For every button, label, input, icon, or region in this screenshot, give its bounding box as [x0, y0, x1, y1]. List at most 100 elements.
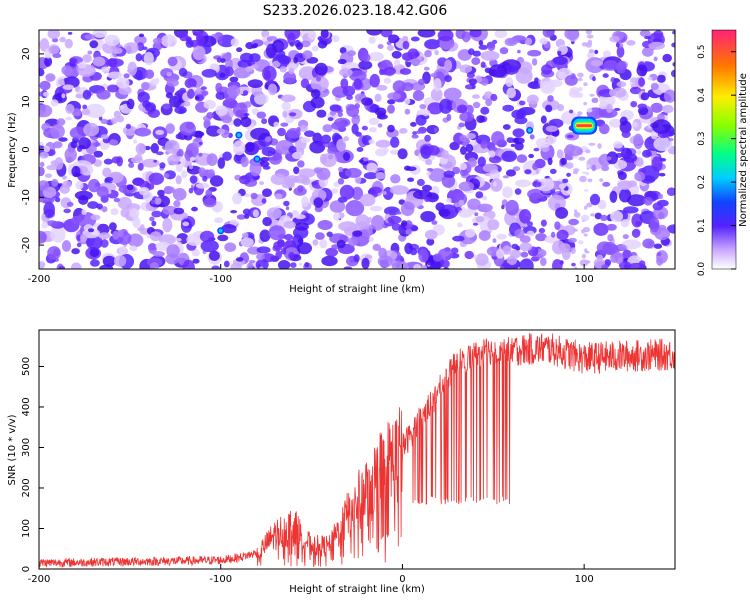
heatmap-cell — [90, 259, 100, 267]
heatmap-cell — [247, 79, 263, 88]
y-tick-label: -10 — [21, 189, 32, 205]
heatmap-cell — [375, 139, 391, 148]
heatmap-cell — [280, 94, 296, 103]
heatmap-cell — [459, 111, 475, 122]
heatmap-cell — [505, 199, 519, 216]
heatmap-cell — [590, 213, 595, 217]
heatmap-cell — [410, 36, 420, 42]
x-tick-label: 0 — [399, 574, 405, 585]
heatmap-cell — [581, 253, 587, 259]
heatmap-cell — [424, 196, 431, 202]
heatmap-cell — [39, 161, 45, 167]
heatmap-cell — [425, 159, 433, 166]
heatmap-cell — [512, 128, 525, 138]
heatmap-cell — [275, 250, 283, 260]
heatmap-cell — [240, 237, 254, 248]
heatmap-cell — [264, 136, 272, 143]
heatmap-cell — [87, 178, 101, 193]
heatmap-cell — [583, 82, 588, 86]
heatmap-cell — [179, 32, 189, 42]
heatmap-cell — [50, 226, 66, 243]
heatmap-cell — [96, 186, 109, 198]
x-tick-label: 100 — [575, 574, 594, 585]
heatmap-cell — [316, 167, 331, 181]
heatmap-cell — [119, 105, 125, 110]
heatmap-cell — [524, 169, 532, 175]
heatmap-cell — [142, 191, 153, 202]
heatmap-cell — [648, 41, 665, 50]
heatmap-cell — [266, 207, 282, 220]
heatmap-cell — [399, 68, 412, 75]
heatmap-cell — [554, 221, 561, 230]
heatmap-cell — [261, 118, 268, 125]
heatmap-cell — [203, 119, 211, 130]
heatmap-cell — [65, 103, 75, 114]
heatmap-cell — [343, 152, 351, 161]
heatmap-cell — [629, 86, 642, 95]
heatmap-cell — [614, 107, 621, 111]
heatmap-cell — [627, 194, 647, 207]
heatmap-cell — [360, 193, 376, 207]
heatmap-y-label: Frequency (Hz) — [7, 112, 18, 188]
heatmap-cell — [547, 157, 553, 166]
heatmap-cell — [167, 154, 180, 166]
heatmap-cell — [603, 50, 611, 58]
heatmap-cell — [116, 77, 130, 89]
heatmap-cell — [480, 50, 500, 61]
heatmap-cell — [487, 41, 496, 51]
colorbar-tick-label: 0.3 — [697, 131, 707, 145]
heatmap-cell — [505, 77, 514, 87]
heatmap-cell — [418, 249, 429, 263]
heatmap-cell — [293, 166, 300, 175]
heatmap-cell — [62, 180, 72, 189]
heatmap-cell — [369, 186, 382, 194]
heatmap-cell — [616, 45, 625, 58]
heatmap-cell — [577, 72, 584, 78]
heatmap-cell — [198, 152, 203, 157]
heatmap-cells — [39, 30, 675, 269]
heatmap-cell — [578, 86, 583, 92]
heatmap-cell — [446, 198, 452, 203]
heatmap-cell — [39, 80, 51, 91]
heatmap-cell — [656, 252, 662, 257]
heatmap-cell — [574, 266, 577, 269]
heatmap-cell — [43, 91, 50, 97]
heatmap-cell — [642, 238, 655, 249]
heatmap-cell — [235, 257, 244, 262]
heatmap-cell — [132, 216, 141, 229]
heatmap-cell — [424, 50, 432, 58]
heatmap-cell — [293, 57, 299, 64]
heatmap-cell — [458, 181, 475, 192]
heatmap-cell — [316, 109, 327, 118]
y-tick-label: -20 — [21, 237, 32, 253]
heatmap-cell — [501, 204, 505, 210]
heatmap-cell — [112, 49, 119, 55]
heatmap-cell — [369, 73, 380, 88]
heatmap-cell — [329, 200, 346, 213]
heatmap-cell — [128, 162, 135, 168]
heatmap-cell — [480, 140, 488, 149]
heatmap-cell — [650, 130, 658, 140]
heatmap-cell — [511, 243, 519, 250]
heatmap-cell — [176, 148, 184, 158]
heatmap-cell — [296, 242, 312, 255]
heatmap-cell — [650, 102, 663, 113]
heatmap-cell — [103, 158, 113, 165]
heatmap-cell — [191, 248, 200, 257]
heatmap-cell — [514, 228, 525, 239]
heatmap-cell — [339, 68, 353, 77]
colorbar-tick-label: 0.0 — [697, 262, 707, 277]
heatmap-cell — [609, 190, 618, 203]
snr-panel: -200 -100 0 100 0 100 200 300 400 500 Height of … — [7, 329, 676, 595]
heatmap-cell — [39, 91, 43, 97]
heatmap-cell — [179, 121, 196, 136]
heatmap-cell — [47, 30, 61, 39]
heatmap-cell — [90, 214, 101, 221]
heatmap-cell — [386, 44, 394, 52]
heatmap-cell — [541, 64, 553, 75]
heatmap-cell — [169, 95, 182, 108]
heatmap-cell — [304, 262, 310, 268]
x-tick-label: 100 — [575, 274, 594, 285]
heatmap-cell — [502, 124, 511, 130]
